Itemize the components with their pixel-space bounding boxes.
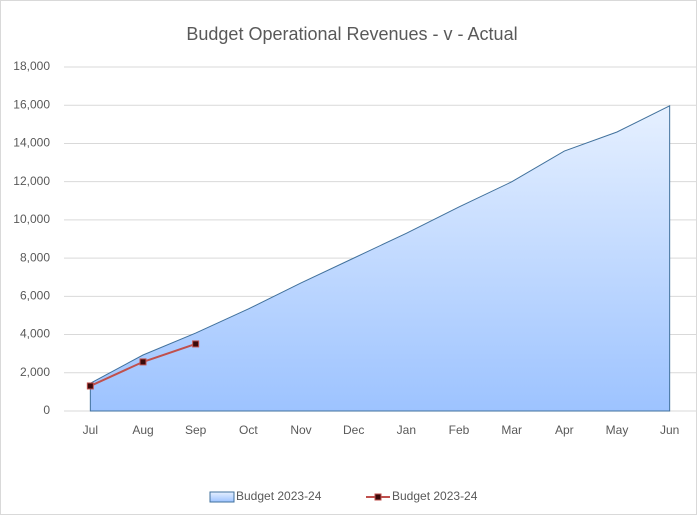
- legend-item: Budget 2023-24: [366, 489, 478, 503]
- x-tick-label: Jul: [83, 423, 98, 437]
- y-tick-label: 10,000: [13, 212, 50, 226]
- x-tick-label: Nov: [290, 423, 311, 437]
- x-tick-label: Jan: [397, 423, 416, 437]
- x-tick-label: Sep: [185, 423, 207, 437]
- legend-marker: [374, 493, 382, 501]
- x-tick-label: Jun: [660, 423, 679, 437]
- y-tick-label: 12,000: [13, 174, 50, 188]
- x-tick-label: Aug: [132, 423, 153, 437]
- legend-label: Budget 2023-24: [392, 489, 478, 503]
- legend-swatch: [209, 491, 235, 503]
- y-tick-label: 14,000: [13, 136, 50, 150]
- legend-item: Budget 2023-24: [209, 489, 322, 503]
- x-tick-label: Oct: [239, 423, 258, 437]
- y-tick-label: 8,000: [20, 250, 50, 264]
- x-tick-label: Mar: [501, 423, 522, 437]
- y-tick-label: 6,000: [20, 289, 50, 303]
- marker: [192, 340, 200, 348]
- x-tick-label: May: [606, 423, 629, 437]
- y-tick-label: 2,000: [20, 365, 50, 379]
- x-tick-label: Feb: [449, 423, 470, 437]
- chart-title: Budget Operational Revenues - v - Actual: [186, 24, 517, 44]
- y-tick-label: 16,000: [13, 97, 50, 111]
- area: [89, 104, 671, 412]
- y-tick-label: 18,000: [13, 59, 50, 73]
- marker: [139, 358, 147, 366]
- y-tick-label: 0: [43, 403, 50, 417]
- marker: [86, 382, 94, 390]
- x-tick-label: Dec: [343, 423, 364, 437]
- y-tick-label: 4,000: [20, 327, 50, 341]
- legend-label: Budget 2023-24: [236, 489, 322, 503]
- x-tick-label: Apr: [555, 423, 574, 437]
